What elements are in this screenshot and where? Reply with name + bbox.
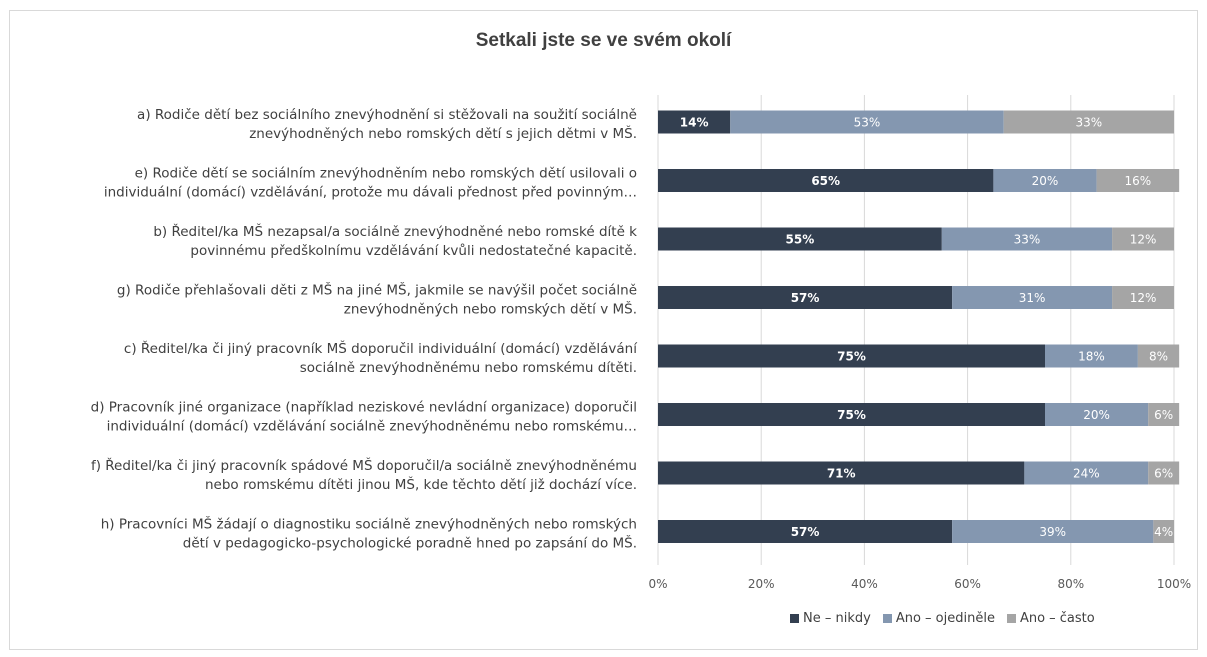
data-label: 39% (1039, 525, 1066, 539)
category-label: individuální (domácí) vzdělávání, protož… (104, 185, 637, 201)
bar-segment (1112, 227, 1174, 251)
chart-title: Setkali jste se ve svém okolí (475, 30, 732, 51)
bar-segment (1096, 169, 1180, 192)
legend-item: Ne – nikdy (790, 611, 871, 626)
x-tick-label: 60% (954, 577, 981, 591)
legend-label: Ne – nikdy (803, 611, 871, 626)
category-label: e) Rodiče dětí se sociálním znevýhodnění… (135, 166, 637, 182)
legend-swatch (790, 614, 799, 623)
x-tick-label: 20% (748, 577, 775, 591)
x-tick-label: 40% (851, 577, 878, 591)
bar-segment (1045, 403, 1149, 426)
legend-item: Ano – často (1006, 611, 1095, 626)
category-label: b) Ředitel/ka MŠ nezapsal/a sociálně zne… (153, 222, 637, 240)
category-label: znevýhodněných nebo romských dětí v MŠ. (344, 300, 637, 318)
data-label: 20% (1083, 408, 1110, 422)
x-tick-label: 100% (1157, 577, 1191, 591)
data-label: 65% (811, 174, 840, 188)
data-label: 75% (837, 350, 866, 364)
bar-segment (658, 520, 953, 543)
data-label: 12% (1130, 233, 1157, 247)
category-label: h) Pracovníci MŠ žádají o diagnostiku so… (101, 515, 637, 533)
data-label: 20% (1032, 174, 1059, 188)
chart-legend: Ne – nikdy Ano – ojediněle Ano – často (790, 611, 1095, 626)
bar-segment (1148, 461, 1180, 485)
data-label: 55% (786, 233, 815, 247)
category-label: znevýhodněných nebo romských dětí s jeji… (249, 124, 637, 142)
bar-segment (1024, 461, 1149, 485)
bar-segment (941, 227, 1113, 251)
legend-label: Ano – ojediněle (895, 611, 995, 626)
data-label: 6% (1154, 467, 1173, 481)
bar-segment (1137, 344, 1180, 368)
data-label: 18% (1078, 350, 1105, 364)
bar-segment (658, 227, 942, 251)
data-label: 14% (680, 116, 709, 130)
bar-segment (658, 169, 994, 192)
bar-segment (993, 169, 1097, 192)
data-label: 6% (1154, 408, 1173, 422)
legend-swatch (882, 614, 892, 623)
category-label: sociálně znevýhodněnému nebo romskému dí… (300, 360, 637, 376)
bar-segment (1148, 403, 1180, 426)
data-label: 4% (1154, 525, 1173, 539)
data-label: 57% (791, 291, 820, 305)
data-label: 53% (854, 116, 881, 130)
legend-swatch (1006, 614, 1016, 623)
data-label: 12% (1130, 291, 1157, 305)
category-label: a) Rodiče dětí bez sociálního znevýhodně… (137, 107, 637, 123)
bar-segment (658, 344, 1045, 368)
data-label: 33% (1076, 116, 1103, 130)
x-tick-label: 0% (648, 577, 667, 591)
bar-segment (952, 286, 1113, 309)
category-label: nebo romskému dítěti jinou MŠ, kde těcht… (205, 475, 637, 493)
data-label: 24% (1073, 467, 1100, 481)
category-label: povinnému předškolnímu vzdělávání kvůli … (190, 243, 637, 259)
x-tick-label: 80% (1057, 577, 1084, 591)
data-label: 57% (791, 525, 820, 539)
bar-segment (952, 520, 1154, 543)
data-label: 75% (837, 408, 866, 422)
bar-segment (658, 461, 1025, 485)
data-label: 71% (827, 467, 856, 481)
data-label: 16% (1125, 174, 1152, 188)
bar-segment (1003, 110, 1174, 134)
bar-segment (1153, 520, 1174, 543)
data-label: 33% (1014, 233, 1041, 247)
category-label: d) Pracovník jiné organizace (například … (91, 400, 637, 416)
bar-segment (658, 110, 731, 134)
category-label: g) Rodiče přehlašovali děti z MŠ na jiné… (117, 281, 637, 299)
legend-label: Ano – často (1019, 611, 1095, 626)
category-label: c) Ředitel/ka či jiný pracovník MŠ dopor… (124, 339, 638, 357)
data-label: 8% (1149, 350, 1168, 364)
category-label: individuální (domácí) vzdělávání sociáln… (107, 419, 637, 435)
bar-segment (658, 286, 953, 309)
data-label: 31% (1019, 291, 1046, 305)
bar-segment (1045, 344, 1138, 368)
category-label: f) Ředitel/ka či jiný pracovník spádové … (91, 456, 637, 474)
legend-item: Ano – ojediněle (882, 611, 995, 626)
bar-segment (1112, 286, 1174, 309)
bar-segment (658, 403, 1045, 426)
category-label: dětí v pedagogicko-psychologické poradně… (183, 534, 637, 552)
bar-segment (730, 110, 1004, 134)
